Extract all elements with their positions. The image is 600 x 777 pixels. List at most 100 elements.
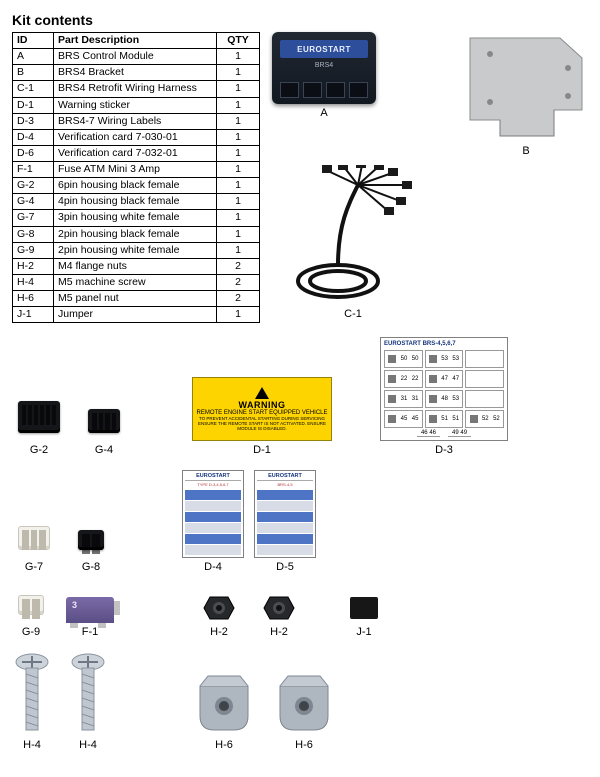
- figure-G8-label: G-8: [82, 561, 100, 573]
- cell-id: G-9: [13, 242, 54, 258]
- figure-grid: G-2 G-4 WARNING REMOTE ENGINE START EQUI…: [12, 337, 588, 751]
- cell-id: D-1: [13, 97, 54, 113]
- figure-G7: G-7: [12, 518, 56, 573]
- bracket-drawing: [464, 32, 588, 142]
- connector-g4-drawing: [82, 401, 126, 441]
- label-card-drawing: EUROSTART BRS-4,5,6,7 5050 5353 2222 474…: [380, 337, 508, 441]
- d3-code: 47: [452, 376, 459, 382]
- cell-desc: Verification card 7-030-01: [54, 129, 217, 145]
- cell-qty: 1: [217, 49, 260, 65]
- d3-code: 52: [493, 416, 500, 422]
- cell-qty: 1: [217, 145, 260, 161]
- table-row: G-44pin housing black female1: [13, 194, 260, 210]
- module-drawing: EUROSTART BRS4: [272, 32, 376, 104]
- figure-H6-label-b: H-6: [295, 739, 313, 751]
- warning-line2: REMOTE ENGINE START EQUIPPED VEHICLE: [196, 410, 327, 416]
- d3-code: 22: [412, 376, 419, 382]
- figure-G4-label: G-4: [95, 444, 113, 456]
- cell-qty: 1: [217, 113, 260, 129]
- table-row: J-1Jumper1: [13, 307, 260, 323]
- d3-code: 50: [401, 356, 408, 362]
- cell-id: J-1: [13, 307, 54, 323]
- warning-line1: WARNING: [239, 400, 286, 410]
- cell-qty: 2: [217, 274, 260, 290]
- cell-id: H-2: [13, 258, 54, 274]
- d3-code: 47: [441, 376, 448, 382]
- ver-card-d4: EUROSTART TYPE D-3,4,5,6,7: [182, 470, 244, 558]
- connector-g9-drawing: [12, 587, 50, 623]
- d3-code: 50: [412, 356, 419, 362]
- nut-drawing: [260, 593, 298, 623]
- page-title: Kit contents: [12, 12, 588, 28]
- cell-desc: Fuse ATM Mini 3 Amp: [54, 162, 217, 178]
- figure-D5: EUROSTART BRS-4,5 D-5: [254, 470, 316, 573]
- cell-qty: 1: [217, 210, 260, 226]
- table-row: C-1BRS4 Retrofit Wiring Harness1: [13, 81, 260, 97]
- figure-H6-b: H-6: [274, 672, 334, 751]
- figure-H2-label-a: H-2: [210, 626, 228, 638]
- nut-drawing: [200, 593, 238, 623]
- figure-J1-label: J-1: [356, 626, 371, 638]
- cell-desc: 2pin housing black female: [54, 226, 217, 242]
- col-qty: QTY: [217, 33, 260, 49]
- d3-code: 48: [441, 396, 448, 402]
- d3-code: 49: [452, 430, 459, 436]
- figure-D3: EUROSTART BRS-4,5,6,7 5050 5353 2222 474…: [380, 337, 508, 456]
- cell-qty: 1: [217, 178, 260, 194]
- warning-line3: TO PREVENT ACCIDENTAL STARTING DURING SE…: [196, 417, 328, 432]
- figure-H4-b: H-4: [68, 652, 108, 751]
- warning-sticker-drawing: WARNING REMOTE ENGINE START EQUIPPED VEH…: [192, 377, 332, 441]
- cell-desc: M5 machine screw: [54, 274, 217, 290]
- figure-H4-label-b: H-4: [79, 739, 97, 751]
- connector-g2-drawing: [12, 393, 66, 441]
- figure-A: EUROSTART BRS4 A: [272, 32, 376, 119]
- d4-sub: TYPE D-3,4,5,6,7: [185, 481, 241, 488]
- cell-qty: 1: [217, 194, 260, 210]
- cell-qty: 1: [217, 65, 260, 81]
- figure-C1-label: C-1: [344, 308, 362, 320]
- table-row: D-6Verification card 7-032-011: [13, 145, 260, 161]
- d3-code: 45: [412, 416, 419, 422]
- cell-desc: 2pin housing white female: [54, 242, 217, 258]
- cell-desc: Warning sticker: [54, 97, 217, 113]
- figure-B: B: [464, 32, 588, 157]
- figure-H2-label-b: H-2: [270, 626, 288, 638]
- ver-card-d5: EUROSTART BRS-4,5: [254, 470, 316, 558]
- cell-id: G-2: [13, 178, 54, 194]
- cell-desc: BRS4 Bracket: [54, 65, 217, 81]
- kit-contents-table: ID Part Description QTY ABRS Control Mod…: [12, 32, 260, 323]
- table-row: G-82pin housing black female1: [13, 226, 260, 242]
- d3-code: 53: [452, 396, 459, 402]
- figure-H6-a: H-6: [194, 672, 254, 751]
- jumper-drawing: [344, 593, 384, 623]
- figure-G2-label: G-2: [30, 444, 48, 456]
- fuse-drawing: 3: [66, 597, 114, 623]
- figure-F1: 3 F-1: [66, 597, 114, 638]
- figure-D5-label: D-5: [276, 561, 294, 573]
- d3-code: 46: [429, 430, 436, 436]
- table-row: G-73pin housing white female1: [13, 210, 260, 226]
- d3-code: 46: [421, 430, 428, 436]
- d3-brand: EUROSTART: [384, 341, 421, 347]
- figure-G7-label: G-7: [25, 561, 43, 573]
- d5-sub: BRS-4,5: [257, 481, 313, 488]
- cell-qty: 1: [217, 129, 260, 145]
- cell-id: D-3: [13, 113, 54, 129]
- cell-id: G-4: [13, 194, 54, 210]
- figure-D1: WARNING REMOTE ENGINE START EQUIPPED VEH…: [192, 377, 332, 456]
- cell-desc: 4pin housing black female: [54, 194, 217, 210]
- d3-code: 52: [482, 416, 489, 422]
- figure-G9: G-9: [12, 587, 50, 638]
- screw-drawing: [68, 652, 108, 736]
- cell-id: D-6: [13, 145, 54, 161]
- fuse-amp: 3: [72, 600, 77, 610]
- figure-D3-label: D-3: [435, 444, 453, 456]
- cell-id: H-4: [13, 274, 54, 290]
- figure-G9-label: G-9: [22, 626, 40, 638]
- cell-id: H-6: [13, 291, 54, 307]
- cell-qty: 1: [217, 97, 260, 113]
- table-row: G-92pin housing white female1: [13, 242, 260, 258]
- cell-qty: 2: [217, 258, 260, 274]
- cell-qty: 1: [217, 226, 260, 242]
- table-row: F-1Fuse ATM Mini 3 Amp1: [13, 162, 260, 178]
